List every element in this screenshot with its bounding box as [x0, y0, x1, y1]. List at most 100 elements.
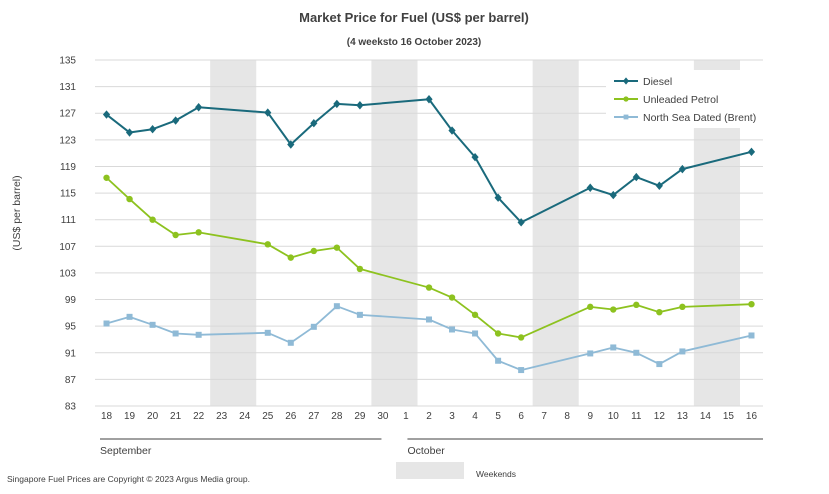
x-tick-label: 27	[308, 411, 320, 422]
x-tick-label: 14	[700, 411, 712, 422]
legend: Diesel Unleaded Petrol North Sea Dated (Br…	[606, 70, 766, 128]
y-tick-label: 131	[59, 82, 76, 93]
x-tick-label: 28	[331, 411, 343, 422]
data-point	[679, 348, 686, 355]
data-point	[633, 349, 640, 356]
data-point	[425, 95, 433, 104]
gridlines	[95, 59, 763, 407]
data-point	[287, 339, 294, 346]
data-point	[310, 247, 318, 255]
legend-label: Unleaded Petrol	[643, 94, 718, 106]
x-tick-label: 3	[449, 411, 455, 422]
data-point	[748, 300, 755, 308]
data-point	[356, 311, 363, 318]
data-point	[264, 241, 271, 248]
data-point	[264, 329, 271, 336]
series-group	[102, 95, 756, 374]
x-tick-label: 20	[147, 411, 159, 422]
data-point	[172, 330, 179, 337]
legend-label: Diesel	[643, 76, 672, 88]
legend-marker	[623, 77, 629, 85]
data-point	[494, 193, 502, 202]
data-point	[632, 172, 640, 182]
data-point	[356, 265, 364, 273]
series-unleaded-petrol	[103, 174, 755, 341]
x-tick-label: 26	[285, 411, 297, 422]
chart-subtitle: (4 weeksto 16 October 2023)	[347, 37, 482, 48]
series-diesel	[102, 95, 756, 227]
copyright-footer: Singapore Fuel Prices are Copyright © 20…	[7, 474, 250, 484]
data-point	[587, 350, 594, 357]
x-tick-label: 10	[608, 411, 620, 422]
data-point	[103, 320, 110, 327]
data-point	[172, 116, 180, 125]
y-tick-label: 127	[59, 109, 76, 120]
x-tick-label: 30	[377, 411, 389, 422]
data-point	[494, 330, 502, 337]
x-tick-label: 1	[403, 411, 409, 422]
y-tick-label: 103	[59, 268, 76, 279]
data-point	[333, 244, 341, 251]
weekend-legend-label: Weekends	[476, 469, 516, 479]
y-tick-label: 99	[65, 295, 77, 306]
data-point	[678, 164, 686, 174]
data-point	[172, 231, 179, 239]
x-tick-label: 9	[587, 411, 593, 422]
data-point	[310, 119, 318, 128]
data-point	[149, 321, 156, 328]
data-point	[587, 303, 594, 311]
series-line	[105, 177, 752, 339]
legend-marker	[623, 114, 629, 120]
data-point	[126, 313, 133, 320]
data-point	[656, 361, 663, 368]
data-point	[103, 174, 110, 181]
data-point	[655, 181, 663, 190]
data-point	[610, 306, 617, 313]
data-point	[517, 334, 525, 341]
data-point	[748, 332, 755, 339]
y-tick-label: 91	[65, 348, 77, 359]
data-point	[471, 152, 479, 162]
data-point	[356, 101, 364, 110]
x-tick-label: 24	[239, 411, 251, 422]
weekend-legend: Weekends	[396, 462, 516, 479]
weekend-band-0	[210, 60, 257, 406]
data-point	[125, 128, 134, 137]
data-point	[102, 110, 111, 119]
data-point	[195, 331, 202, 338]
x-tick-labels: 18 19 20 21 22 23 24 25 26 27 28 29 30 1 2 3 4 5 6 7 8 9 10 11 1…	[101, 411, 758, 422]
month-label: September	[100, 445, 152, 457]
data-point	[195, 229, 202, 236]
month-label: October	[407, 445, 445, 457]
x-tick-label: 6	[518, 411, 524, 422]
data-point	[333, 303, 340, 310]
data-point	[471, 311, 479, 319]
data-point	[449, 326, 456, 333]
y-tick-label: 87	[65, 375, 77, 386]
data-point	[149, 216, 156, 223]
data-point	[472, 330, 479, 337]
data-point	[448, 294, 456, 301]
x-tick-label: 18	[101, 411, 113, 422]
data-point	[426, 316, 432, 323]
y-tick-label: 115	[60, 189, 76, 200]
data-point	[310, 323, 317, 330]
legend-marker	[623, 96, 629, 102]
data-point	[679, 303, 686, 311]
data-point	[448, 126, 456, 135]
legend-label: North Sea Dated (Brent)	[643, 112, 756, 124]
x-tick-label: 12	[654, 411, 666, 422]
data-point	[264, 108, 272, 117]
y-tick-label: 135	[59, 56, 76, 67]
x-tick-label: 21	[170, 411, 182, 422]
data-point	[495, 357, 502, 364]
data-point	[586, 183, 594, 192]
data-point	[610, 344, 617, 351]
data-point	[656, 308, 663, 316]
y-tick-labels: 83 87 91 95 99 103 107 111 115 119 123 127 131 135	[59, 56, 76, 413]
y-tick-label: 123	[59, 135, 76, 146]
chart-title: Market Price for Fuel (US$ per barrel)	[299, 10, 529, 25]
y-tick-label: 95	[65, 322, 77, 333]
data-point	[287, 140, 295, 149]
